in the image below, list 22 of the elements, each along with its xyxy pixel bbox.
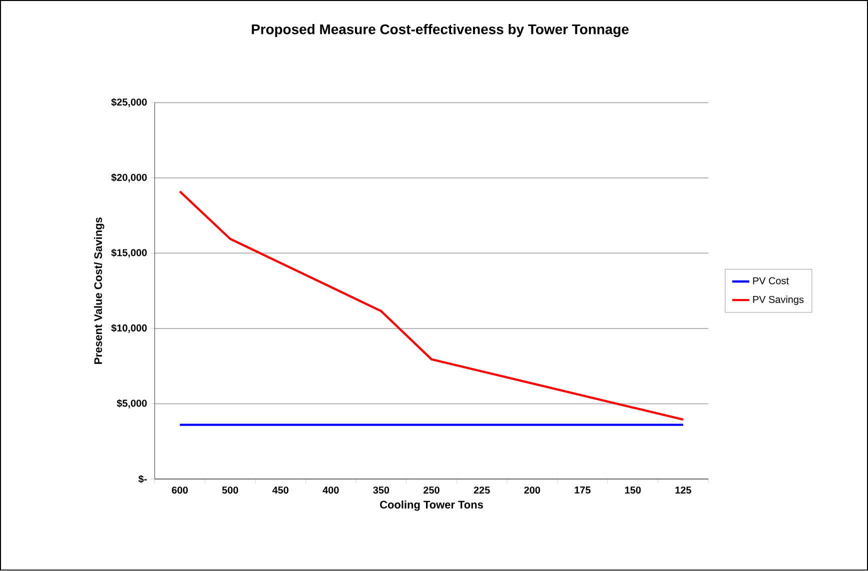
chart-title: Proposed Measure Cost-effectiveness by Tower Tonnage: [252, 24, 629, 38]
x-tick-label: 400: [322, 486, 339, 494]
x-tick-label: 150: [625, 486, 641, 494]
x-tick-label: 500: [222, 486, 238, 494]
x-axis-title: Cooling Tower Tons: [380, 500, 483, 511]
y-tick-label: $25,000: [111, 98, 147, 108]
x-tick-label: 600: [172, 486, 188, 494]
y-tick-label: $-: [138, 475, 147, 484]
x-tick-label: 250: [424, 486, 440, 494]
legend-label: PV Savings: [753, 296, 804, 306]
x-tick-label: 350: [373, 486, 390, 494]
x-tick-label: 125: [675, 486, 692, 494]
x-tick-label: 200: [524, 486, 540, 494]
y-axis-title: Present Value Cost/ Savings: [94, 218, 104, 364]
y-tick-label: $15,000: [111, 248, 147, 258]
x-tick-label: 450: [272, 486, 288, 494]
y-tick-label: $5,000: [116, 399, 147, 408]
y-tick-label: $10,000: [111, 324, 147, 334]
legend-label: PV Cost: [753, 277, 789, 284]
x-tick-label: 175: [574, 486, 591, 494]
y-tick-label: $20,000: [111, 174, 147, 183]
x-tick-label: 225: [474, 486, 490, 494]
